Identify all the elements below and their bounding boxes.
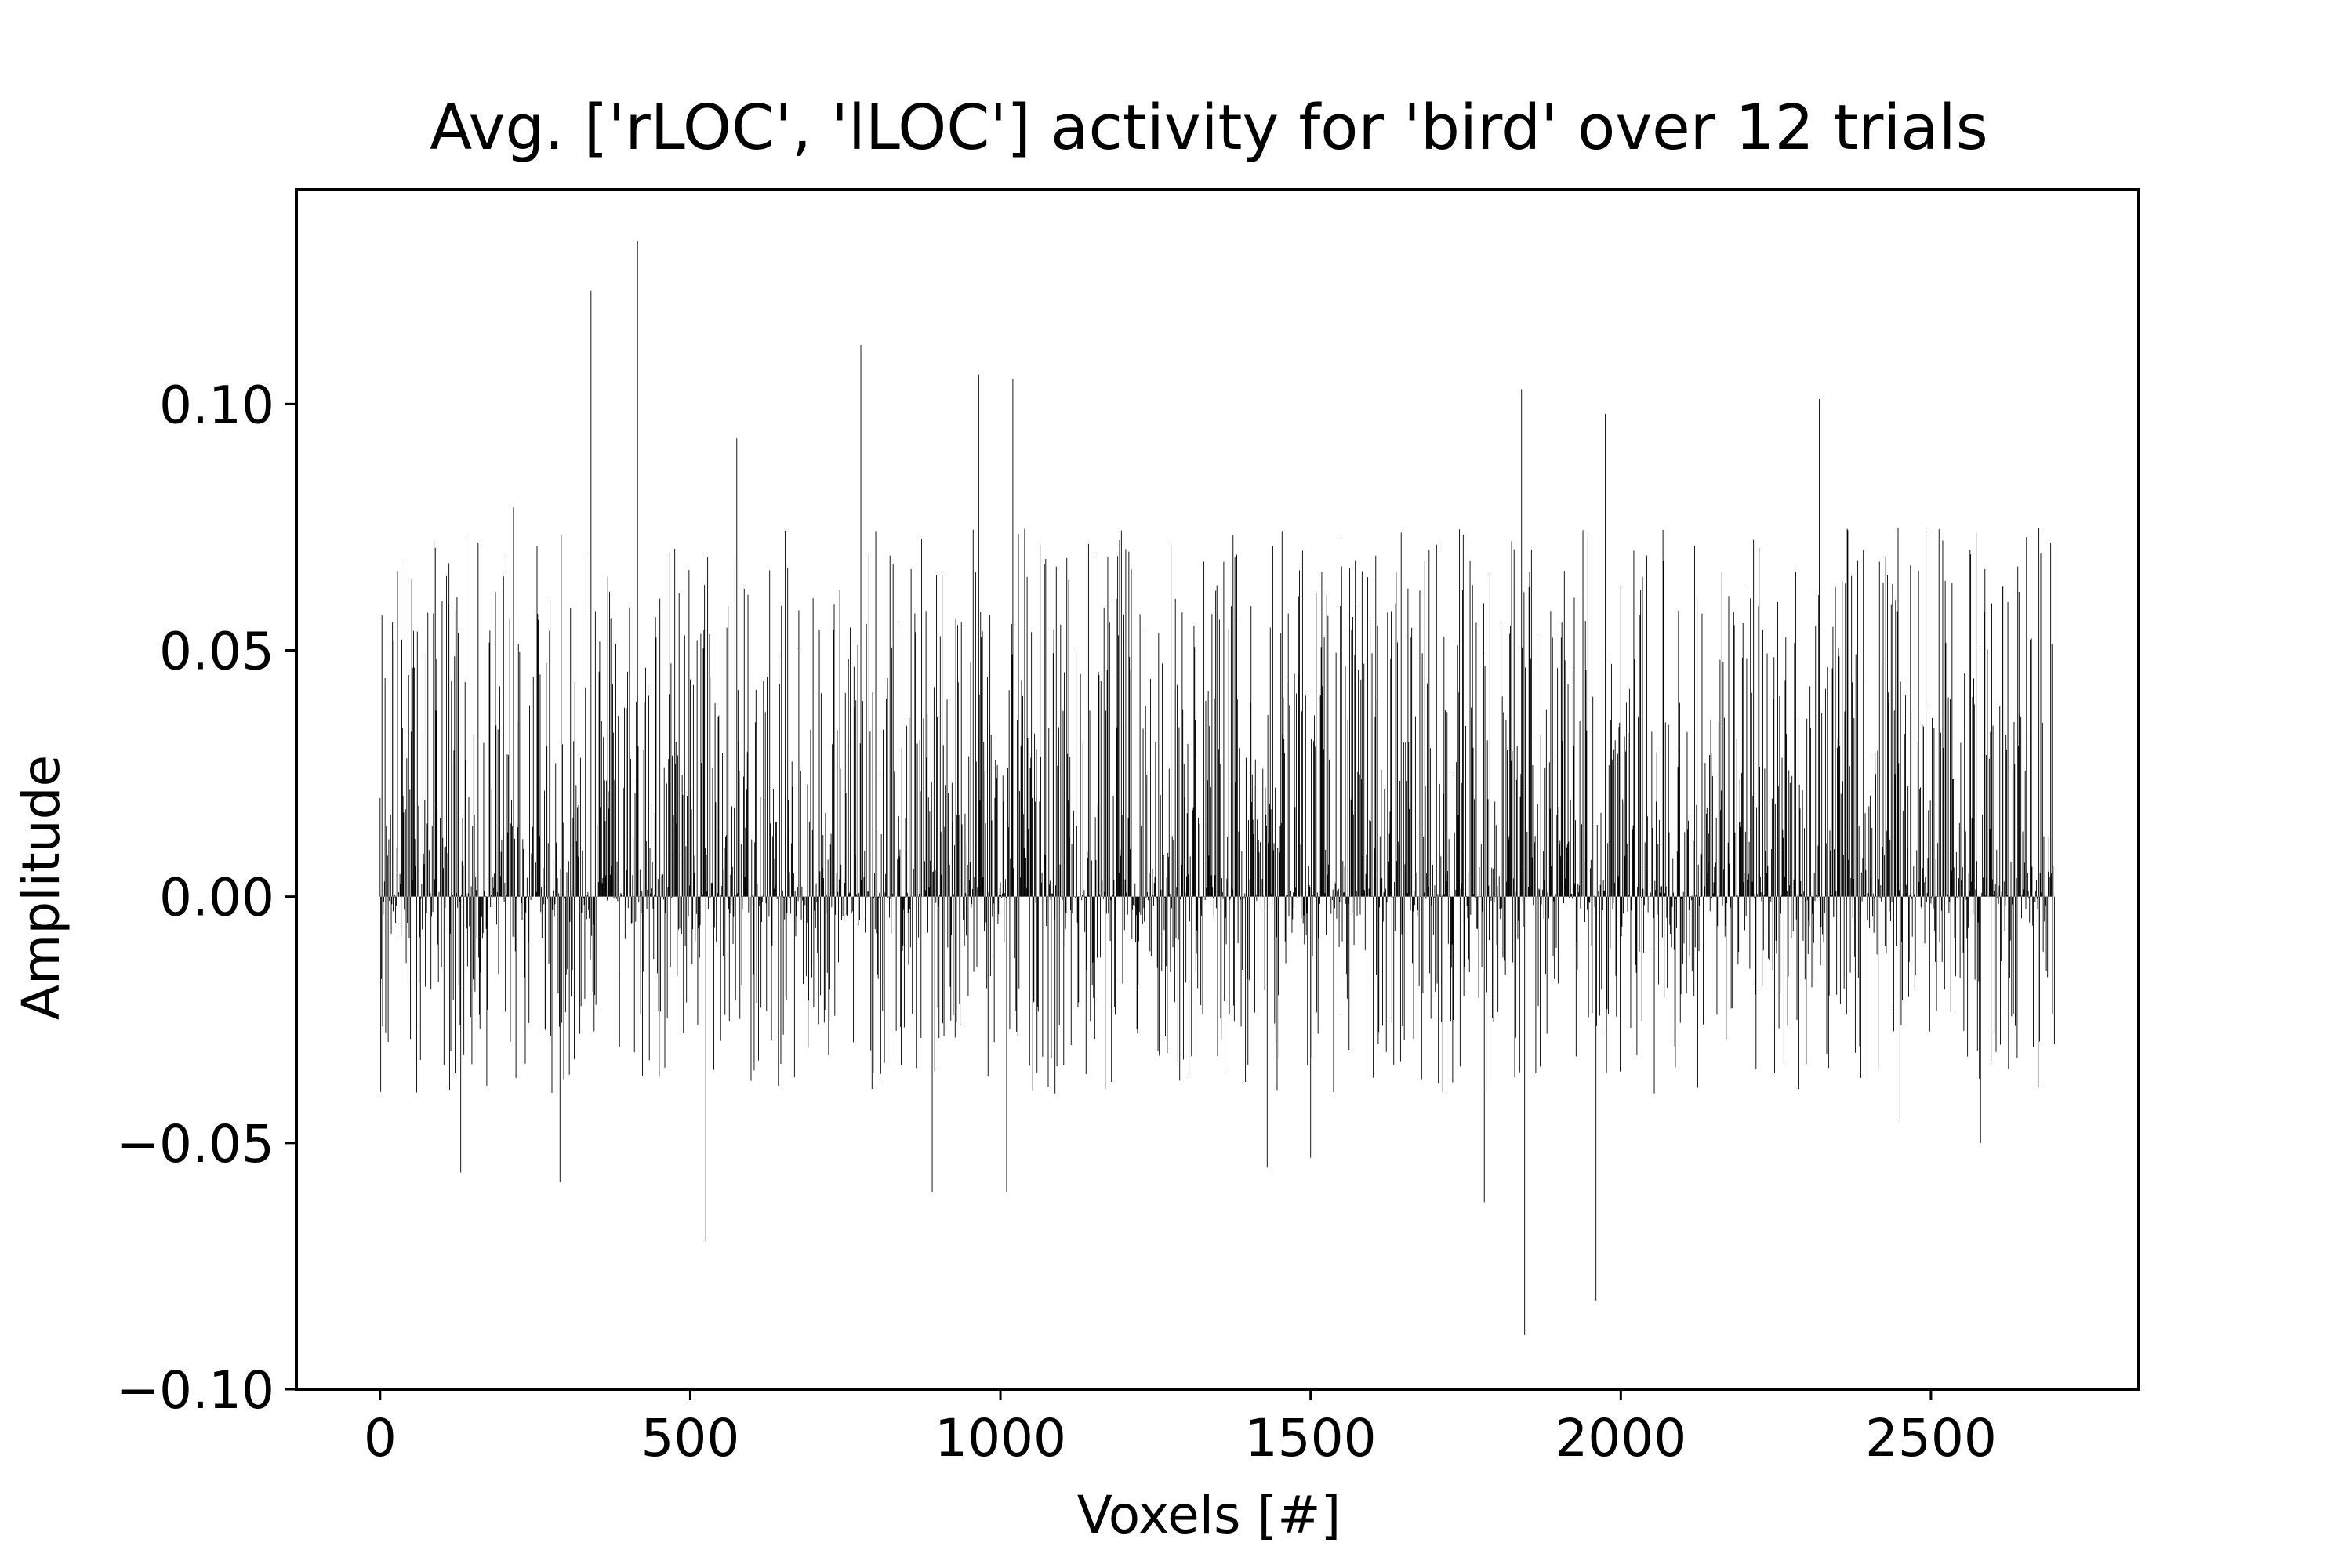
x-tick-label: 2500 [1865,1408,1997,1468]
x-tick-label: 0 [364,1408,397,1468]
y-axis-label: Amplitude [11,755,71,1020]
x-tick-label: 1000 [935,1408,1066,1468]
x-tick-label: 1500 [1245,1408,1377,1468]
x-tick-label: 2000 [1555,1408,1686,1468]
x-axis-ticks: 0 500 1000 1500 2000 2500 [364,1389,1997,1468]
y-tick-label: 0.10 [159,375,274,435]
plot-frame [295,188,2140,1391]
y-axis-ticks: −0.10 −0.05 0.00 0.05 0.10 [116,375,296,1421]
chart-title: Avg. ['rLOC', 'lLOC'] activity for 'bird… [430,92,1988,164]
y-tick-label: 0.00 [159,868,274,928]
y-tick-label: −0.10 [116,1360,274,1421]
x-axis-label: Voxels [#] [1077,1485,1341,1545]
x-tick-label: 500 [641,1408,739,1468]
y-tick-label: −0.05 [116,1114,274,1174]
y-tick-label: 0.05 [159,621,274,681]
bar-series [379,241,2055,1335]
